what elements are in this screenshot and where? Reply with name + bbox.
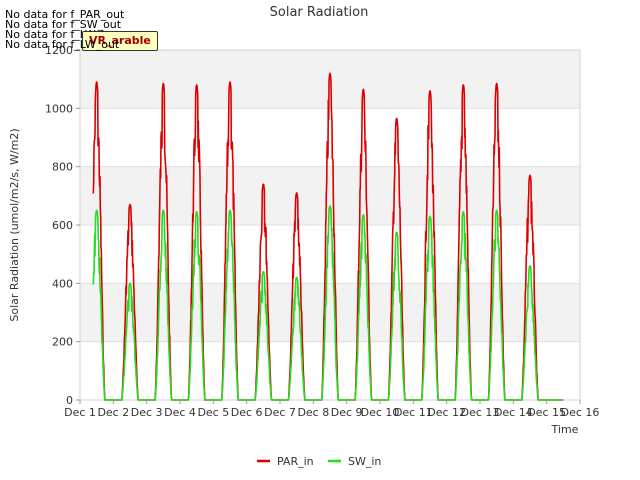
y-tick-label: 1000 <box>45 102 73 115</box>
series-lines <box>92 72 564 401</box>
series-line-sw-in <box>92 205 564 401</box>
x-tick-label: Dec 16 <box>561 406 600 419</box>
x-tick-label: Dec 5 <box>197 406 229 419</box>
band-200-400 <box>80 283 580 342</box>
legend-label-sw-in: SW_in <box>348 455 381 468</box>
x-tick-label: Dec 11 <box>394 406 433 419</box>
x-axis-ticks: Dec 1 Dec 2 Dec 3 Dec 4 Dec 5 Dec 6 Dec 7 Dec 8… <box>64 400 599 419</box>
site-badge: VR_arable <box>82 31 158 51</box>
x-tick-label: Dec 2 <box>97 406 129 419</box>
x-tick-label: Dec 6 <box>231 406 263 419</box>
no-data-lw-out: No data for f_LW_out <box>5 38 120 51</box>
band-1000-1200 <box>80 50 580 109</box>
x-tick-label: Dec 4 <box>164 406 196 419</box>
x-tick-label: Dec 10 <box>361 406 400 419</box>
y-tick-label: 400 <box>52 277 73 290</box>
band-600-800 <box>80 166 580 225</box>
chart-title: Solar Radiation <box>270 5 369 20</box>
y-tick-label: 600 <box>52 219 73 232</box>
x-tick-label: Dec 9 <box>331 406 363 419</box>
x-tick-label: Dec 3 <box>131 406 163 419</box>
no-data-sw-out: No data for f_SW_out <box>5 18 122 31</box>
y-axis-label: Solar Radiation (umol/m2/s, W/m2) <box>8 128 21 321</box>
x-tick-label: Dec 15 <box>527 406 566 419</box>
legend-label-par-in: PAR_in <box>277 455 314 468</box>
y-tick-label: 200 <box>52 336 73 349</box>
x-axis-label: Time <box>551 423 579 436</box>
x-tick-label: Dec 12 <box>427 406 466 419</box>
y-tick-label: 1200 <box>45 44 73 57</box>
x-tick-label: Dec 1 <box>64 406 96 419</box>
y-axis-ticks: 0 200 400 600 800 1000 1200 <box>45 44 80 407</box>
x-tick-label: Dec 13 <box>461 406 500 419</box>
x-tick-label: Dec 14 <box>494 406 533 419</box>
x-tick-label: Dec 8 <box>297 406 329 419</box>
legend: PAR_in SW_in <box>257 455 381 468</box>
y-tick-label: 800 <box>52 161 73 174</box>
no-data-par-out: No data for f_PAR_out <box>5 8 125 21</box>
y-tick-label: 0 <box>66 394 73 407</box>
x-tick-label: Dec 7 <box>264 406 296 419</box>
